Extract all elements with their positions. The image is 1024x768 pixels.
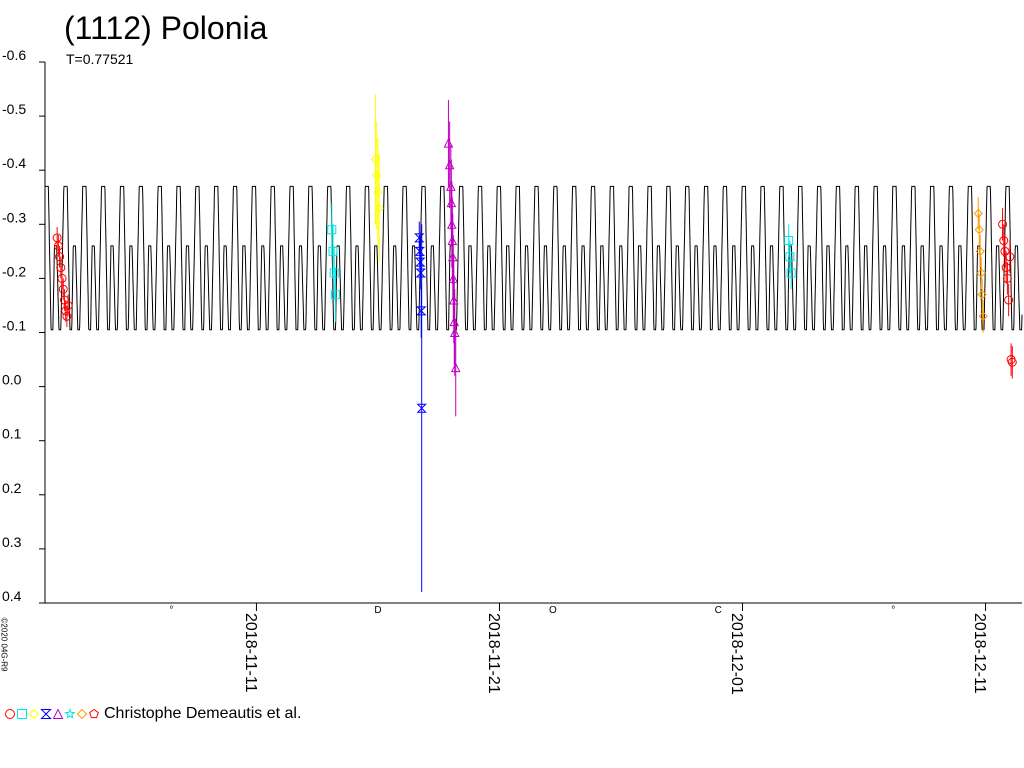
y-tick-label: -0.2 xyxy=(2,263,26,279)
y-tick-label: -0.6 xyxy=(2,47,26,63)
legend-symbol xyxy=(89,708,99,719)
legend-symbol xyxy=(28,708,40,720)
copyright-note: ©2020 04G-R9 xyxy=(0,617,9,672)
data-point xyxy=(998,219,1008,229)
data-point xyxy=(977,289,987,300)
data-point xyxy=(56,263,66,273)
data-point xyxy=(55,252,65,262)
data-point xyxy=(1004,295,1014,305)
moon-phase-marker: O xyxy=(549,605,557,616)
legend-symbol xyxy=(5,709,15,719)
data-point xyxy=(1005,252,1015,262)
x-tick-label: 2018-11-11 xyxy=(242,613,259,693)
moon-phase-marker: D xyxy=(374,605,381,616)
data-point xyxy=(978,311,988,321)
data-point xyxy=(974,225,984,235)
data-point xyxy=(1000,246,1010,256)
data-point xyxy=(450,362,461,373)
moon-phase-marker: C xyxy=(715,605,722,616)
data-point xyxy=(449,327,460,337)
y-tick-label: 0.3 xyxy=(2,534,22,550)
data-point xyxy=(53,241,63,251)
chart-subtitle: T=0.77521 xyxy=(66,51,134,67)
data-point xyxy=(58,284,68,294)
data-point xyxy=(327,225,337,235)
legend-symbol xyxy=(40,709,52,719)
data-point xyxy=(329,268,339,278)
data-point xyxy=(414,246,425,256)
legend-symbol xyxy=(64,708,76,719)
data-point xyxy=(785,252,795,262)
data-point xyxy=(999,236,1009,246)
data-point xyxy=(414,233,425,243)
moon-phase-marker: ° xyxy=(891,605,895,616)
data-point xyxy=(786,268,796,278)
y-tick-label: 0.2 xyxy=(2,480,22,496)
legend-credit: Christophe Demeautis et al. xyxy=(104,705,302,722)
data-point xyxy=(61,306,71,316)
moon-phase-marker: ° xyxy=(169,605,173,616)
x-tick-label: 2018-12-01 xyxy=(728,613,745,695)
y-tick-label: 0.4 xyxy=(2,588,22,604)
y-tick-label: -0.5 xyxy=(2,101,26,117)
data-point xyxy=(1007,357,1017,367)
data-point xyxy=(975,246,985,257)
data-point xyxy=(330,290,340,300)
model-lightcurve xyxy=(45,185,1023,331)
data-point xyxy=(784,236,794,246)
legend-symbol xyxy=(52,708,64,719)
y-tick-label: 0.1 xyxy=(2,426,22,442)
data-point xyxy=(976,268,986,278)
legend-symbol xyxy=(76,708,88,720)
data-point xyxy=(973,208,983,219)
data-point xyxy=(57,273,67,283)
x-tick-label: 2018-12-11 xyxy=(971,613,988,694)
data-point xyxy=(328,246,338,256)
legend-symbol xyxy=(17,709,27,719)
data-point xyxy=(374,203,384,213)
legend: Christophe Demeautis et al. xyxy=(4,704,301,724)
data-point xyxy=(416,306,427,316)
legend-symbols xyxy=(5,708,99,720)
data-point xyxy=(63,300,73,310)
data-point xyxy=(373,187,383,197)
x-tick-label: 2018-11-21 xyxy=(485,613,502,694)
y-tick-label: -0.1 xyxy=(2,318,26,334)
data-point xyxy=(62,311,72,321)
y-tick-label: 0.0 xyxy=(2,372,22,388)
chart-title: (1112) Polonia xyxy=(64,10,268,46)
y-tick-label: -0.3 xyxy=(2,209,26,225)
data-point xyxy=(1002,273,1012,283)
data-point xyxy=(416,403,427,413)
y-tick-label: -0.4 xyxy=(2,155,26,171)
